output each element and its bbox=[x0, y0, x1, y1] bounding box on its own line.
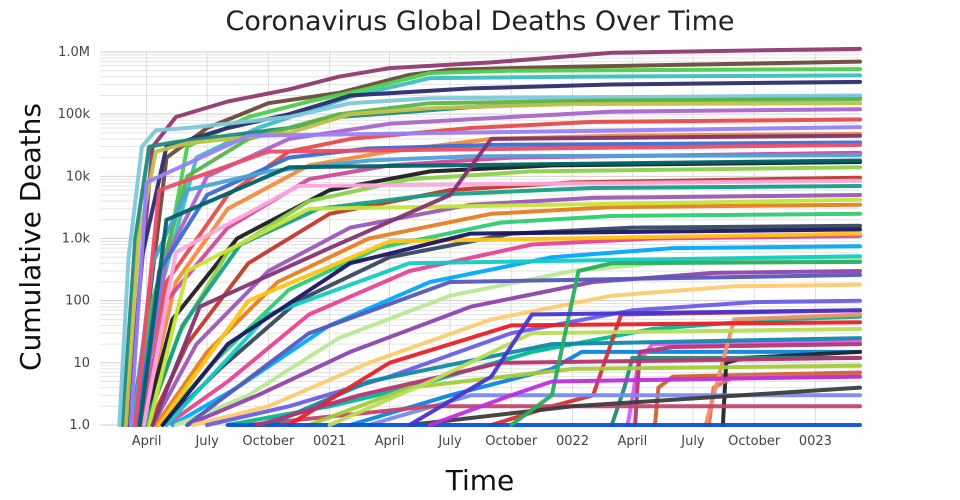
series-line-48 bbox=[147, 197, 862, 427]
series-line-33 bbox=[633, 342, 862, 427]
chart-title: Coronavirus Global Deaths Over Time bbox=[225, 6, 734, 37]
series-line-30 bbox=[348, 349, 862, 427]
series-line-46 bbox=[164, 254, 862, 427]
series-line-57 bbox=[327, 327, 862, 427]
series-line-19 bbox=[150, 193, 862, 427]
y-tick-label: 100 bbox=[65, 294, 90, 309]
x-tick-label: 0023 bbox=[799, 434, 832, 449]
series-line-51 bbox=[133, 142, 862, 427]
series-line-20 bbox=[153, 202, 862, 427]
series-line-52 bbox=[128, 125, 862, 427]
x-tick-label: July bbox=[437, 434, 462, 449]
y-tick-label: 1.0M bbox=[58, 45, 90, 60]
series-line-54 bbox=[160, 227, 862, 427]
series-line-4 bbox=[126, 79, 862, 427]
series-line-28 bbox=[205, 298, 862, 427]
series-line-44 bbox=[287, 320, 862, 427]
series-line-56 bbox=[255, 355, 862, 427]
series-line-10 bbox=[136, 107, 862, 427]
y-tick-label: 10k bbox=[66, 169, 91, 184]
x-axis: April July October 0021 April July October 0022… bbox=[132, 434, 832, 449]
series-line-6 bbox=[117, 93, 862, 427]
y-tick-label: 1.0 bbox=[69, 418, 90, 433]
series-line-26 bbox=[185, 269, 862, 427]
x-tick-label: October bbox=[242, 434, 295, 449]
x-tick-label: April bbox=[132, 434, 162, 449]
series-line-38 bbox=[703, 312, 862, 427]
series-line-1 bbox=[129, 59, 862, 427]
y-axis: 1.0 10 100 1.0k 10k 100k 1.0M bbox=[58, 45, 91, 433]
x-tick-label: 0021 bbox=[313, 434, 346, 449]
x-axis-title: Time bbox=[445, 464, 515, 497]
x-tick-label: October bbox=[485, 434, 538, 449]
series-line-41 bbox=[407, 385, 862, 427]
series-line-60 bbox=[428, 374, 862, 427]
x-tick-label: October bbox=[728, 434, 781, 449]
series-line-59 bbox=[407, 308, 862, 427]
series-line-50 bbox=[137, 158, 862, 427]
series-line-40 bbox=[246, 404, 862, 427]
y-tick-label: 100k bbox=[58, 107, 91, 122]
series-line-53 bbox=[150, 133, 862, 427]
series-line-45 bbox=[185, 272, 862, 427]
x-tick-label: July bbox=[680, 434, 705, 449]
series-line-43 bbox=[266, 336, 862, 427]
x-tick-label: April bbox=[375, 434, 405, 449]
x-tick-label: July bbox=[194, 434, 219, 449]
series-line-47 bbox=[157, 231, 862, 427]
x-tick-label: 0022 bbox=[556, 434, 589, 449]
series-line-27 bbox=[191, 282, 862, 427]
series-group bbox=[117, 46, 862, 427]
x-tick-label: April bbox=[618, 434, 648, 449]
series-line-49 bbox=[141, 178, 862, 427]
y-tick-label: 10 bbox=[73, 356, 90, 371]
series-line-58 bbox=[509, 259, 862, 427]
series-line-9 bbox=[133, 117, 862, 427]
y-axis-title: Cumulative Deaths bbox=[14, 103, 47, 371]
y-tick-label: 1.0k bbox=[62, 232, 91, 247]
